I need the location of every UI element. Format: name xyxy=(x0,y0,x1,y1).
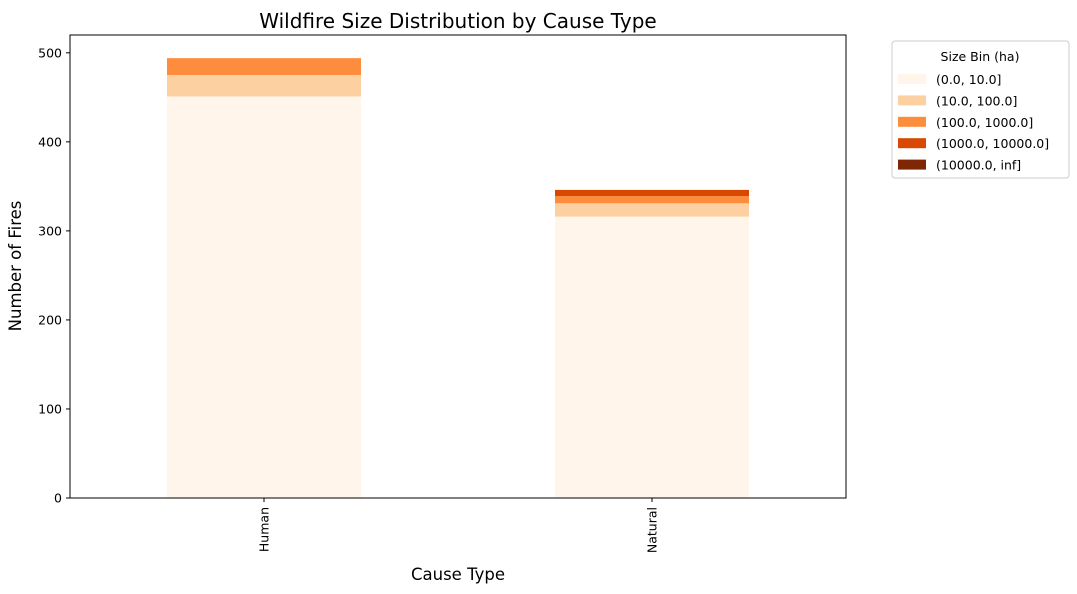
legend-swatch-series-1 xyxy=(898,95,926,106)
legend-swatch-series-4 xyxy=(898,159,926,170)
bar-segment-human-series-0 xyxy=(167,96,361,499)
y-axis: 0 100 200 300 400 500 xyxy=(38,45,70,506)
legend-entry-label-series-3: (1000.0, 10000.0] xyxy=(936,136,1049,151)
legend-entry-label-series-4: (10000.0, inf] xyxy=(936,158,1021,173)
legend-swatch-series-3 xyxy=(898,138,926,149)
legend: Size Bin (ha) (0.0, 10.0] (10.0, 100.0] (10… xyxy=(891,40,1070,179)
chart-title: Wildfire Size Distribution by Cause Type xyxy=(259,9,656,33)
y-tick-label: 300 xyxy=(38,223,62,238)
legend-entry-label-series-1: (10.0, 100.0] xyxy=(936,93,1017,108)
x-tick-label-natural: Natural xyxy=(645,507,660,553)
legend-swatch-series-0 xyxy=(898,74,926,84)
legend-title: Size Bin (ha) xyxy=(941,49,1020,64)
legend-frame xyxy=(891,40,1070,179)
bar-segment-natural-series-3 xyxy=(555,189,749,197)
plot-area-frame xyxy=(69,34,847,499)
bar-segment-natural-series-1 xyxy=(555,203,749,217)
x-axis-label: Cause Type xyxy=(411,565,505,584)
bar-segment-human-series-1 xyxy=(167,75,361,97)
bar-segment-natural-series-0 xyxy=(555,216,749,498)
y-axis-label: Number of Fires xyxy=(6,201,25,332)
bar-segment-natural-series-2 xyxy=(555,196,749,204)
y-tick-label: 400 xyxy=(38,134,62,149)
legend-entry-label-series-0: (0.0, 10.0] xyxy=(936,72,1001,87)
y-tick-label: 200 xyxy=(38,312,62,327)
x-tick-label-human: Human xyxy=(257,507,272,552)
bars-group xyxy=(167,58,749,499)
y-tick-label: 500 xyxy=(38,45,62,60)
y-tick-label: 100 xyxy=(38,401,62,416)
legend-swatch-series-2 xyxy=(898,116,926,127)
bar-segment-human-series-2 xyxy=(167,58,361,76)
y-tick-label: 0 xyxy=(54,491,62,506)
legend-entry-label-series-2: (100.0, 1000.0] xyxy=(936,115,1033,130)
x-axis: Human Natural xyxy=(257,498,660,553)
